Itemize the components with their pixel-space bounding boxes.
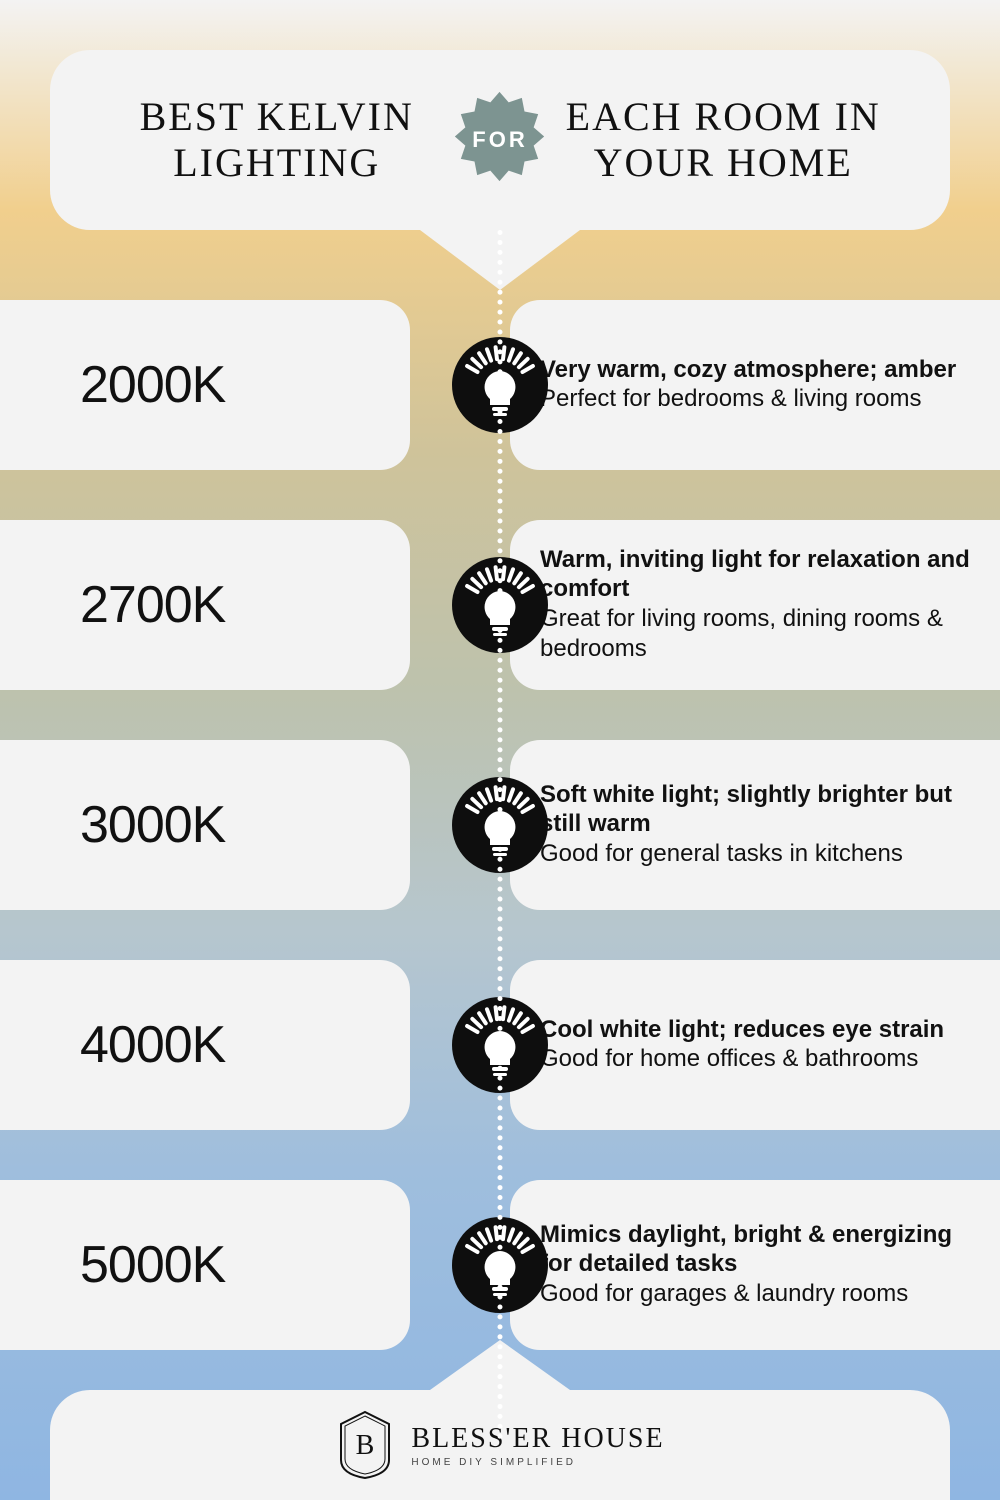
- header-title-left: BEST KELVIN LIGHTING: [100, 94, 453, 186]
- kelvin-desc-bold: Mimics daylight, bright & energizing for…: [540, 1221, 970, 1279]
- brand-logo-icon: B: [335, 1410, 395, 1480]
- kelvin-card-right: Mimics daylight, bright & energizing for…: [510, 1180, 1000, 1350]
- kelvin-desc-bold: Cool white light; reduces eye strain: [540, 1016, 944, 1045]
- kelvin-desc-plain: Good for general tasks in kitchens: [540, 839, 970, 869]
- kelvin-value: 3000K: [80, 795, 225, 855]
- brand-text: BLESS'ER HOUSE HOME DIY SIMPLIFIED: [411, 1423, 664, 1468]
- kelvin-desc-plain: Good for garages & laundry rooms: [540, 1279, 970, 1309]
- kelvin-card-right: Very warm, cozy atmosphere; amberPerfect…: [510, 300, 1000, 470]
- for-badge: FOR: [453, 90, 546, 190]
- kelvin-desc-plain: Good for home offices & bathrooms: [540, 1044, 944, 1074]
- badge-text: FOR: [472, 127, 527, 153]
- kelvin-desc-plain: Perfect for bedrooms & living rooms: [540, 384, 956, 414]
- brand-tagline: HOME DIY SIMPLIFIED: [411, 1457, 664, 1468]
- header-title-right: EACH ROOM IN YOUR HOME: [547, 94, 900, 186]
- kelvin-card-right: Soft white light; slightly brighter but …: [510, 740, 1000, 910]
- kelvin-value: 2700K: [80, 575, 225, 635]
- kelvin-card-left: 2700K: [0, 520, 410, 690]
- kelvin-desc-bold: Warm, inviting light for relaxation and …: [540, 546, 970, 604]
- center-spine: [498, 230, 503, 1440]
- header-card: BEST KELVIN LIGHTING FOR EACH ROOM IN YO…: [50, 50, 950, 230]
- kelvin-value: 5000K: [80, 1235, 225, 1295]
- kelvin-card-right: Cool white light; reduces eye strainGood…: [510, 960, 1000, 1130]
- kelvin-card-left: 5000K: [0, 1180, 410, 1350]
- kelvin-desc-bold: Soft white light; slightly brighter but …: [540, 781, 970, 839]
- kelvin-value: 4000K: [80, 1015, 225, 1075]
- brand-name: BLESS'ER HOUSE: [411, 1423, 664, 1455]
- kelvin-card-left: 4000K: [0, 960, 410, 1130]
- kelvin-card-left: 2000K: [0, 300, 410, 470]
- svg-text:B: B: [356, 1430, 375, 1461]
- kelvin-card-left: 3000K: [0, 740, 410, 910]
- kelvin-desc-plain: Great for living rooms, dining rooms & b…: [540, 604, 970, 664]
- kelvin-card-right: Warm, inviting light for relaxation and …: [510, 520, 1000, 690]
- kelvin-desc-bold: Very warm, cozy atmosphere; amber: [540, 356, 956, 385]
- kelvin-value: 2000K: [80, 355, 225, 415]
